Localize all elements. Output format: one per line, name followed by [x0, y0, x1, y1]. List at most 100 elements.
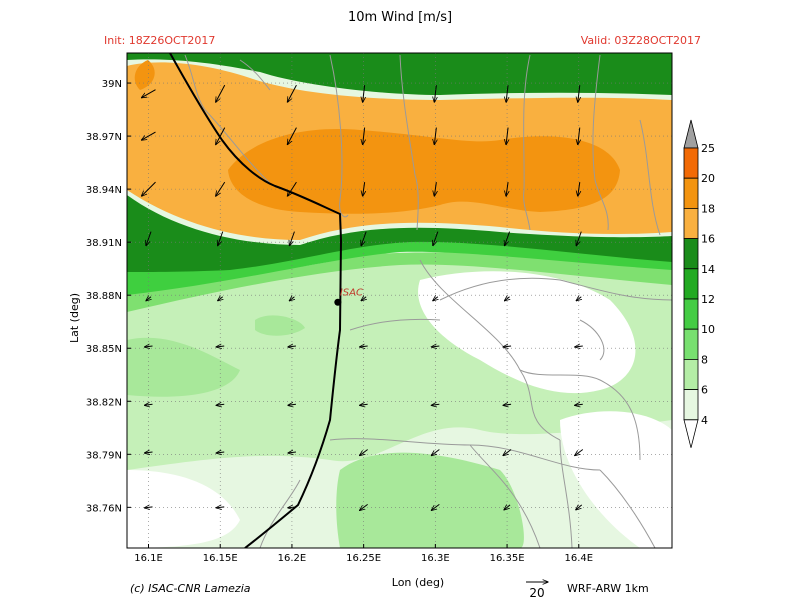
wind-speed-field	[127, 53, 672, 548]
x-tick-label: 16.4E	[564, 553, 593, 564]
y-tick-label: 38.97N	[86, 132, 122, 143]
wind-arrow	[506, 85, 508, 102]
field-band-14	[127, 241, 672, 295]
wind-arrow	[505, 297, 510, 301]
colorbar-swatch	[683, 238, 699, 270]
wind-arrow	[216, 452, 225, 453]
wind-arrow	[578, 182, 580, 196]
wind-arrow	[575, 404, 583, 405]
colorbar-label: 8	[701, 353, 708, 366]
colorbar-swatch	[683, 207, 699, 239]
wind-arrow	[506, 182, 508, 196]
wind-arrow	[287, 127, 297, 145]
colorbar-label: 4	[701, 414, 708, 427]
chart-title: 10m Wind [m/s]	[348, 10, 452, 25]
model-label: WRF-ARW 1km	[567, 582, 649, 595]
colorbar-swatch	[683, 268, 699, 300]
wind-vectors	[142, 84, 584, 558]
credit-text: (c) ISAC-CNR Lamezia	[130, 582, 251, 595]
colorbar-swatch	[683, 328, 699, 360]
wind-arrow	[363, 127, 365, 145]
wind-arrow	[578, 127, 580, 145]
field-band-20-left	[134, 60, 155, 90]
colorbar-lower-arrow	[683, 419, 699, 448]
wind-arrow	[145, 346, 153, 347]
wind-arrow	[216, 507, 225, 508]
field-calm-white-3	[127, 470, 240, 548]
wind-arrow	[433, 297, 438, 301]
colorbar: 4 6 8 10 12 14 16 18 20 25	[683, 119, 715, 448]
wind-arrow	[363, 85, 365, 102]
wind-arrow	[505, 231, 511, 246]
field-band-mid-green-3	[255, 315, 305, 336]
y-tick-label: 38.79N	[86, 450, 122, 461]
wind-arrow	[503, 449, 512, 456]
plot-frame	[126, 52, 673, 549]
wind-arrow	[360, 449, 368, 456]
wind-arrow	[218, 231, 224, 246]
colorbar-upper-arrow	[683, 119, 699, 149]
colorbar-label: 6	[701, 384, 708, 397]
x-tick-label: 16.3E	[421, 553, 450, 564]
wind-arrow	[431, 404, 440, 405]
x-tick-labels: 16.1E 16.15E 16.2E 16.25E 16.3E 16.35E 16.4E	[134, 544, 593, 564]
wind-arrow	[288, 507, 296, 508]
x-tick-label: 16.35E	[490, 553, 525, 564]
wind-arrow	[503, 346, 512, 347]
wind-arrow	[145, 507, 153, 508]
wind-arrow	[433, 231, 439, 246]
x-tick-label: 16.15E	[203, 553, 238, 564]
wind-arrow	[288, 452, 296, 453]
wind-arrow	[145, 452, 153, 453]
colorbar-label: 14	[701, 263, 715, 276]
wind-arrow	[216, 84, 226, 102]
wind-arrow	[434, 127, 436, 145]
station-label: ISAC	[340, 287, 363, 298]
wind-arrow	[504, 505, 511, 510]
wind-arrow	[145, 404, 153, 405]
wind-arrow	[431, 346, 440, 347]
wind-arrow	[575, 449, 584, 456]
colorbar-label: 25	[701, 142, 715, 155]
wind-arrow	[503, 404, 512, 405]
colorbar-label: 10	[701, 323, 715, 336]
field-band-16-top	[127, 53, 672, 95]
wind-arrow	[576, 505, 583, 510]
wind-arrow	[431, 503, 440, 510]
reference-vector-label: 20	[529, 586, 544, 600]
wind-arrow	[287, 84, 297, 102]
field-band-mid-green-2	[127, 337, 240, 397]
reference-vector: 20	[526, 582, 548, 600]
wind-arrow	[578, 85, 580, 102]
wind-arrow	[506, 127, 508, 145]
grid-lines	[127, 53, 672, 548]
wind-arrow	[218, 297, 223, 301]
wind-arrow	[142, 131, 156, 140]
x-tick-label: 16.2E	[278, 553, 307, 564]
wind-arrow	[434, 182, 436, 196]
wind-arrow	[360, 346, 368, 347]
field-band-mid-green	[336, 452, 524, 548]
wind-arrow	[576, 297, 581, 301]
wind-arrow	[575, 346, 583, 347]
station-marker	[334, 298, 342, 306]
wind-arrow	[289, 297, 294, 301]
field-band-16	[127, 195, 672, 272]
wind-arrow	[360, 404, 368, 405]
wind-arrow	[216, 181, 226, 196]
colorbar-label: 12	[701, 293, 715, 306]
x-axis-label: Lon (deg)	[392, 576, 444, 589]
colorbar-label: 20	[701, 172, 715, 185]
colorbar-swatch	[683, 177, 699, 209]
colorbar-swatch	[683, 147, 699, 179]
wind-arrow	[434, 85, 436, 102]
colorbar-swatch	[683, 298, 699, 330]
wind-arrow	[576, 231, 582, 246]
y-tick-label: 38.94N	[86, 185, 122, 196]
wind-arrow	[288, 404, 296, 405]
wind-arrow	[216, 404, 225, 405]
wind-arrow	[146, 297, 151, 301]
colorbar-label: 18	[701, 202, 715, 215]
y-axis-label: Lat (deg)	[68, 293, 81, 343]
wind-arrow	[142, 181, 156, 196]
